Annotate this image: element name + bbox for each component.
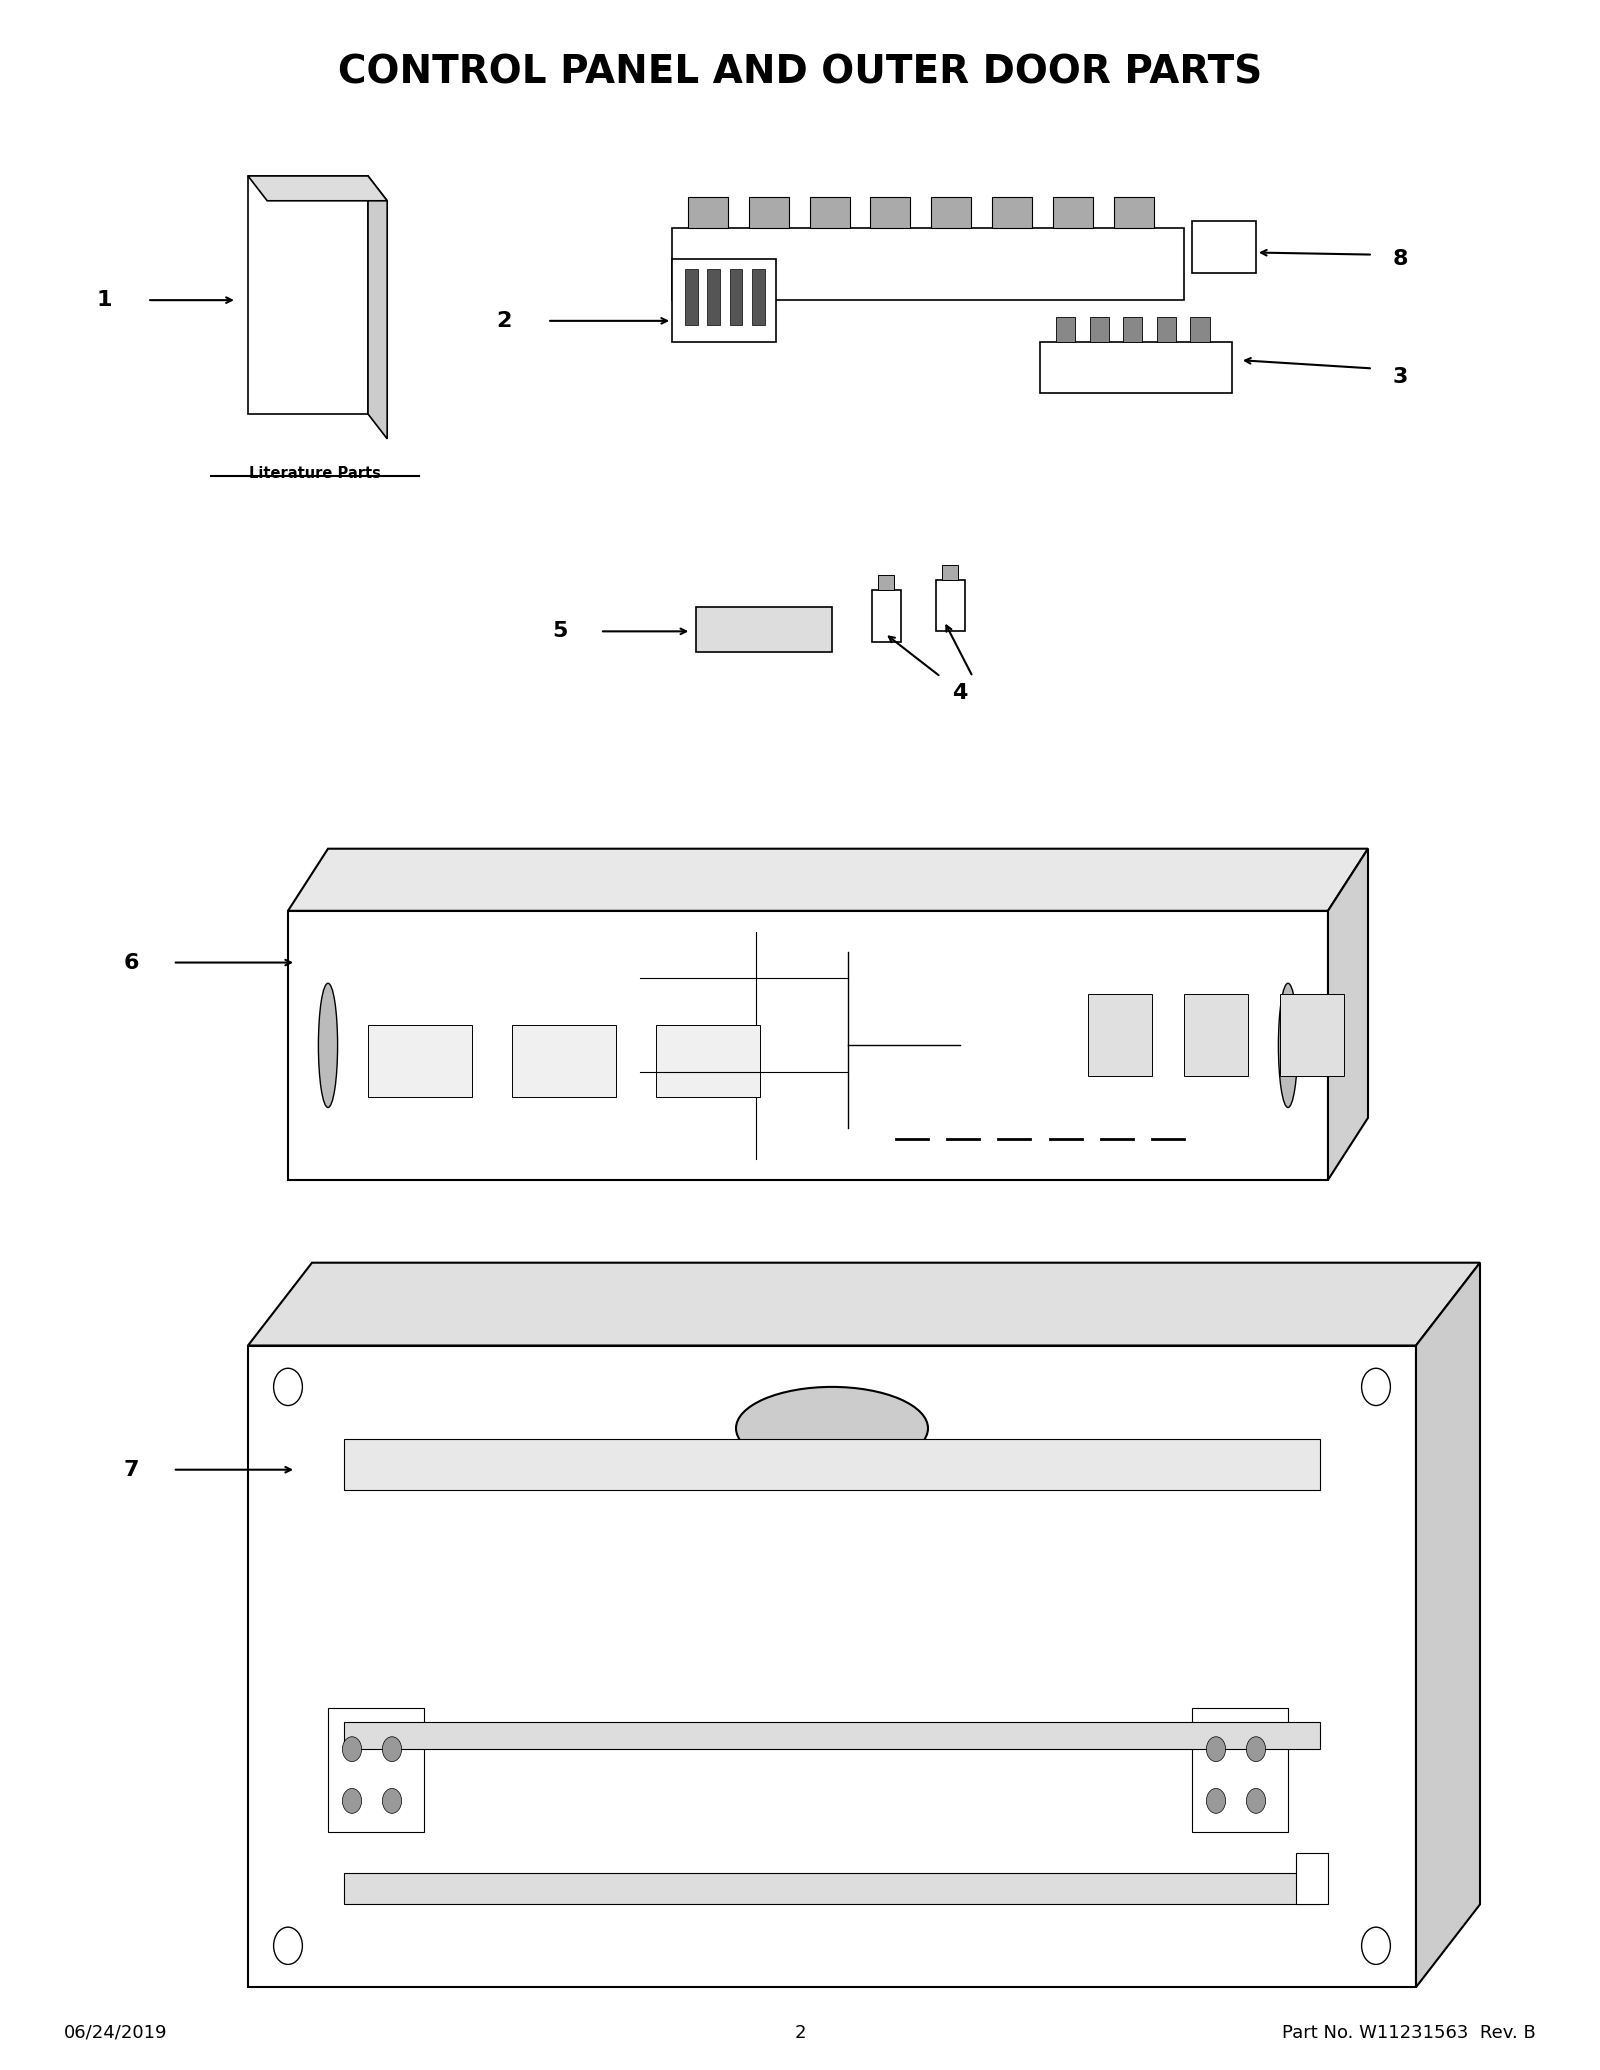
Polygon shape	[1123, 317, 1142, 342]
Polygon shape	[1090, 317, 1109, 342]
Polygon shape	[248, 1263, 1480, 1346]
Polygon shape	[1114, 197, 1154, 228]
Polygon shape	[1280, 994, 1344, 1076]
Polygon shape	[1040, 342, 1232, 393]
Polygon shape	[288, 849, 1368, 911]
Ellipse shape	[1278, 983, 1298, 1107]
Polygon shape	[248, 176, 368, 414]
Polygon shape	[688, 197, 728, 228]
Polygon shape	[344, 1439, 1320, 1490]
Polygon shape	[810, 197, 850, 228]
Polygon shape	[870, 197, 910, 228]
Ellipse shape	[736, 1387, 928, 1470]
Ellipse shape	[318, 983, 338, 1107]
Circle shape	[382, 1788, 402, 1813]
Polygon shape	[1328, 849, 1368, 1180]
Polygon shape	[696, 607, 832, 652]
Polygon shape	[872, 590, 901, 642]
Circle shape	[1362, 1927, 1390, 1964]
Text: 7: 7	[123, 1459, 139, 1480]
Polygon shape	[992, 197, 1032, 228]
Polygon shape	[730, 269, 742, 325]
Polygon shape	[1296, 1853, 1328, 1904]
Polygon shape	[368, 176, 387, 439]
Polygon shape	[749, 197, 789, 228]
Text: 2: 2	[496, 310, 512, 331]
Text: 06/24/2019: 06/24/2019	[64, 2024, 168, 2041]
Polygon shape	[368, 1025, 472, 1097]
Polygon shape	[344, 1722, 1320, 1749]
Polygon shape	[1056, 317, 1075, 342]
Polygon shape	[942, 565, 958, 580]
Text: 3: 3	[1392, 366, 1408, 387]
Polygon shape	[931, 197, 971, 228]
Text: 2: 2	[794, 2024, 806, 2041]
Polygon shape	[248, 176, 387, 201]
Polygon shape	[707, 269, 720, 325]
Polygon shape	[685, 269, 698, 325]
Polygon shape	[1190, 317, 1210, 342]
Text: 6: 6	[123, 952, 139, 973]
Polygon shape	[752, 269, 765, 325]
Polygon shape	[936, 580, 965, 631]
Text: Literature Parts: Literature Parts	[250, 466, 381, 480]
Polygon shape	[1184, 994, 1248, 1076]
Circle shape	[382, 1737, 402, 1762]
Polygon shape	[672, 259, 776, 342]
Circle shape	[342, 1788, 362, 1813]
Circle shape	[274, 1927, 302, 1964]
Polygon shape	[878, 575, 894, 590]
Polygon shape	[512, 1025, 616, 1097]
Text: CONTROL PANEL AND OUTER DOOR PARTS: CONTROL PANEL AND OUTER DOOR PARTS	[338, 54, 1262, 91]
Polygon shape	[288, 911, 1328, 1180]
Polygon shape	[656, 1025, 760, 1097]
Polygon shape	[344, 1873, 1320, 1904]
Circle shape	[1206, 1788, 1226, 1813]
Text: 4: 4	[952, 683, 968, 704]
Text: Part No. W11231563  Rev. B: Part No. W11231563 Rev. B	[1282, 2024, 1536, 2041]
Circle shape	[342, 1737, 362, 1762]
Text: 1: 1	[96, 290, 112, 310]
Circle shape	[1206, 1737, 1226, 1762]
Text: 5: 5	[552, 621, 568, 642]
Polygon shape	[672, 228, 1184, 300]
Polygon shape	[1192, 1708, 1288, 1832]
Polygon shape	[1157, 317, 1176, 342]
Polygon shape	[248, 1346, 1416, 1987]
Circle shape	[1246, 1737, 1266, 1762]
Polygon shape	[1192, 221, 1256, 273]
Polygon shape	[1088, 994, 1152, 1076]
Circle shape	[1362, 1368, 1390, 1406]
Text: 8: 8	[1392, 248, 1408, 269]
Circle shape	[1246, 1788, 1266, 1813]
Polygon shape	[1416, 1263, 1480, 1987]
Polygon shape	[1053, 197, 1093, 228]
Circle shape	[274, 1368, 302, 1406]
Polygon shape	[328, 1708, 424, 1832]
